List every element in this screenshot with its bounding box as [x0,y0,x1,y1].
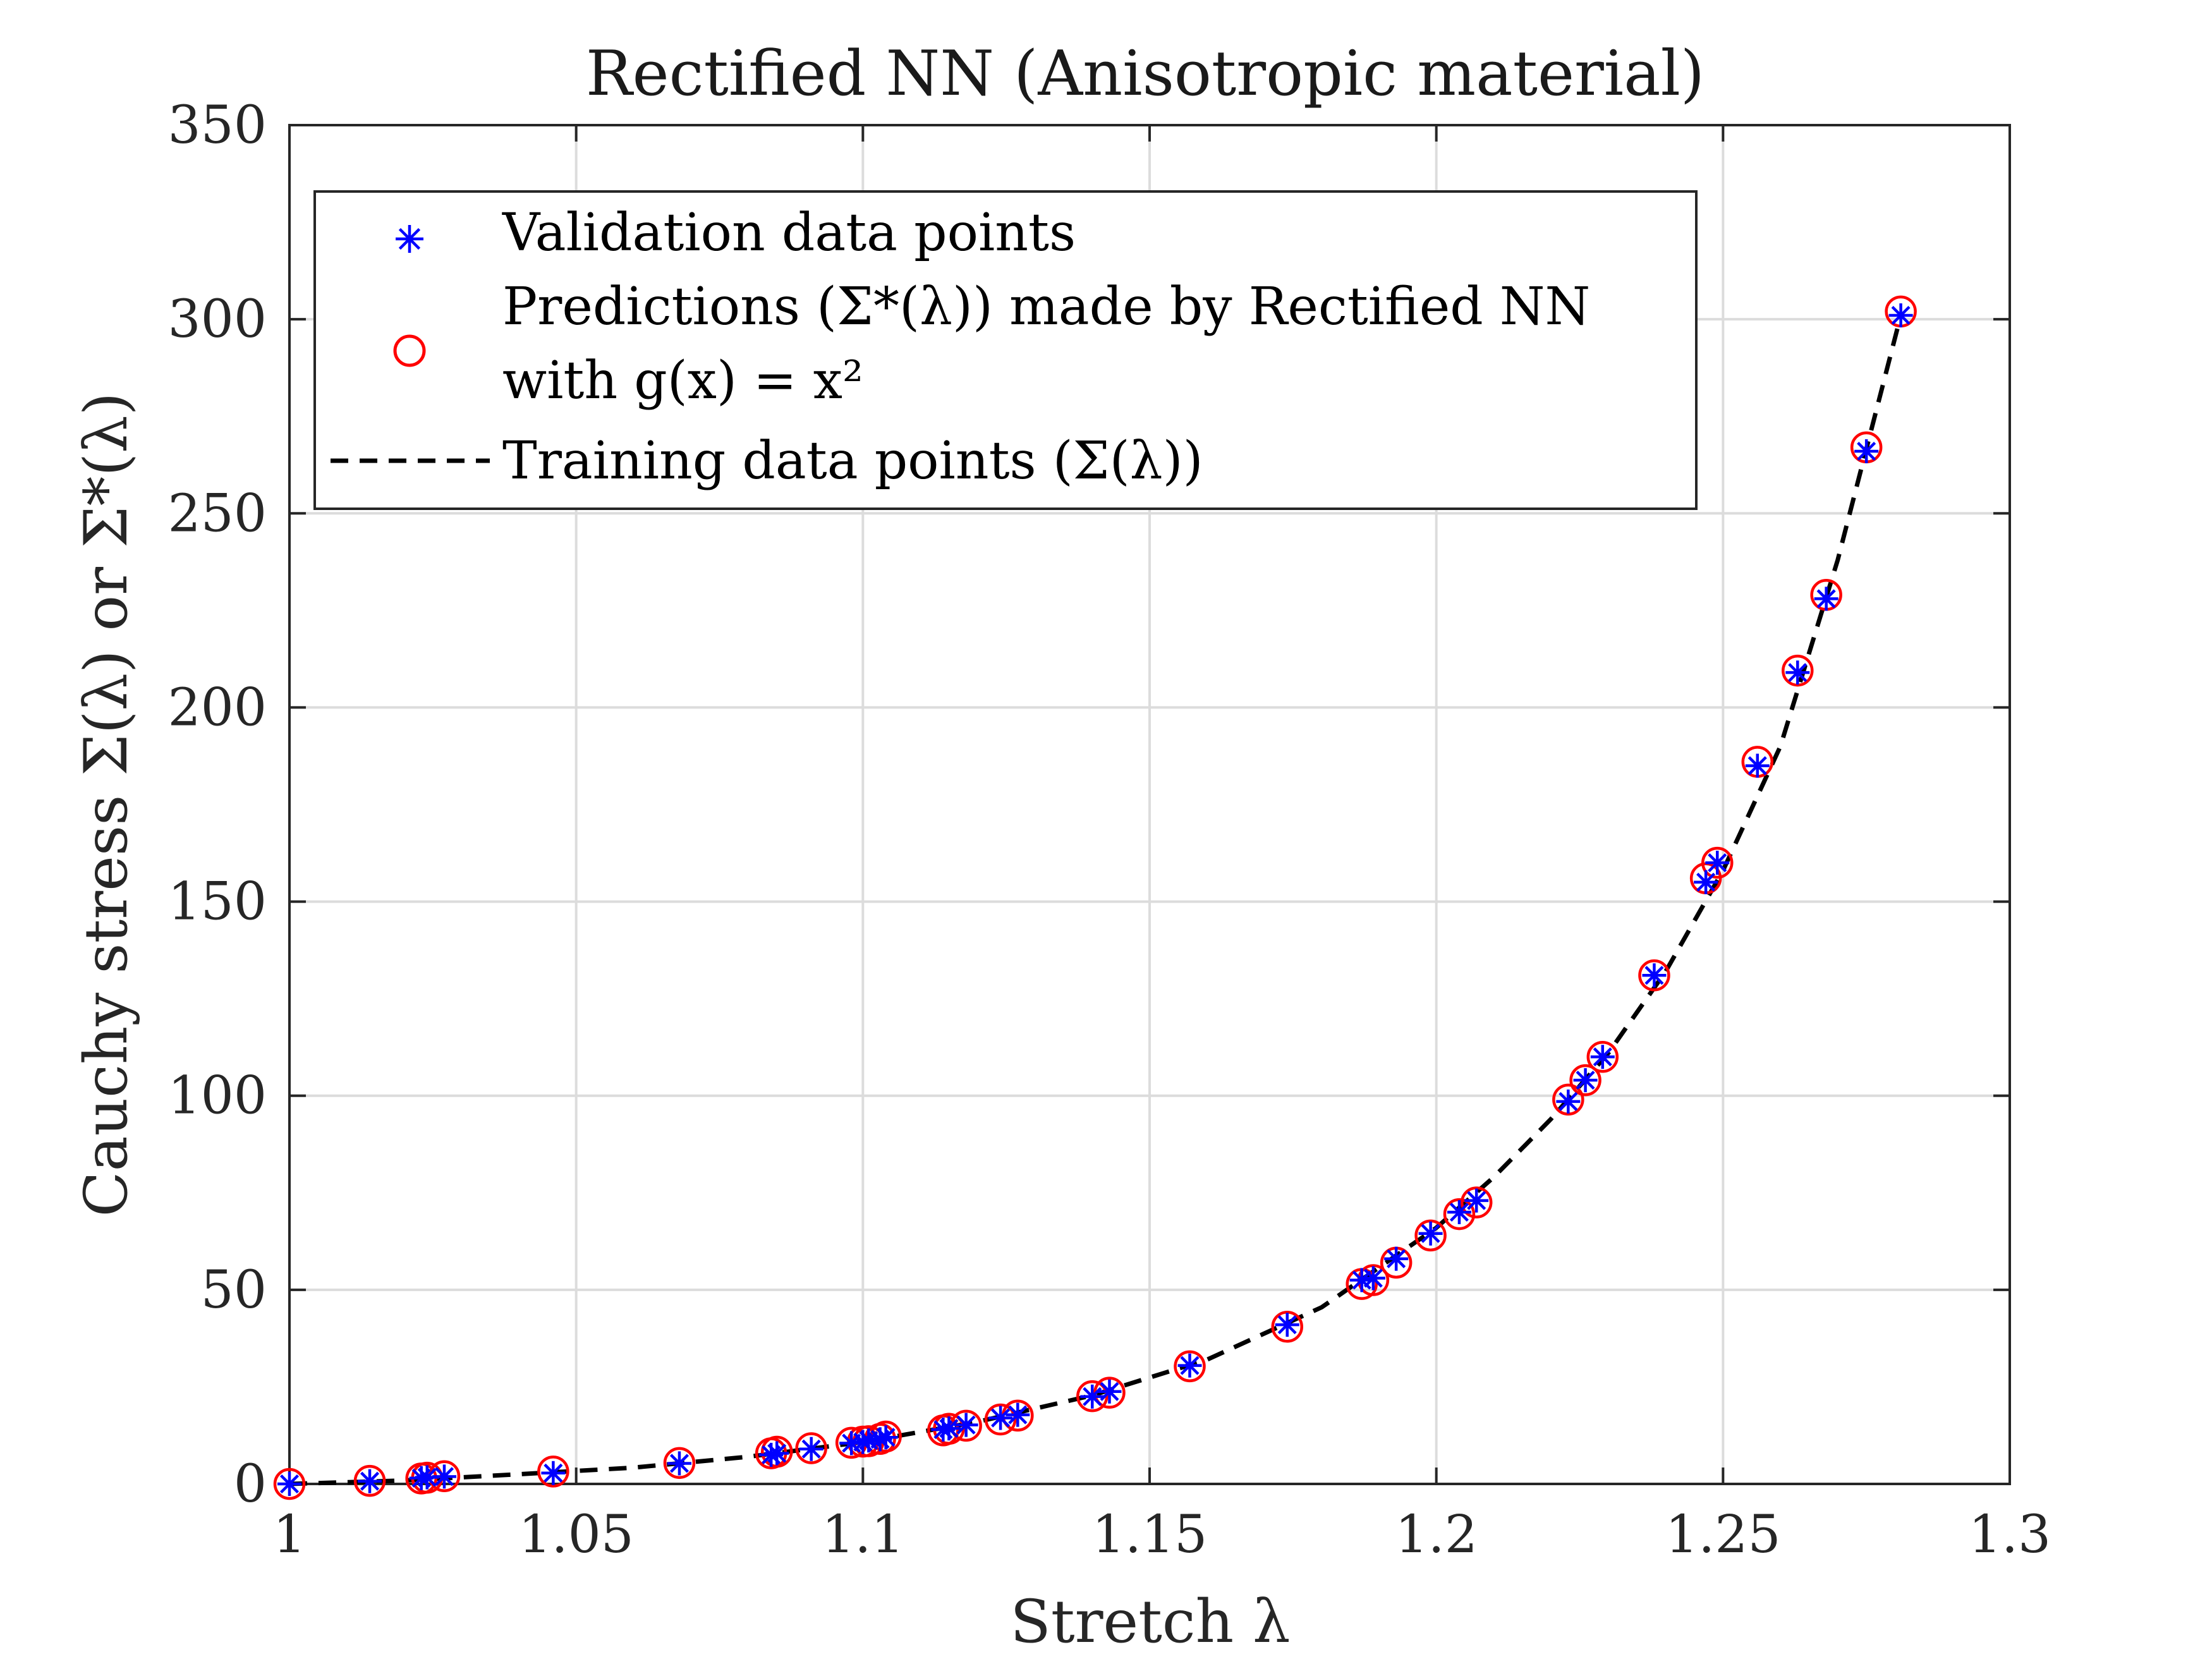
validation-point [432,1464,456,1489]
y-tick-label: 50 [201,1260,267,1320]
prediction-point [537,1455,569,1488]
validation-point [1464,1188,1489,1213]
validation-series [277,303,1913,1496]
prediction-point [1271,1310,1304,1343]
y-tick-label: 300 [167,289,267,349]
plot-area-frame [288,124,2011,1485]
prediction-point [1552,1083,1584,1116]
x-tick-label: 1.05 [518,1505,634,1565]
validation-point [541,1461,566,1485]
prediction-point [353,1464,386,1497]
ticks-layer: 1 1.05 1.1 1.15 1.2 1.25 1.3 0 50 100 150 200 250 300… [167,95,2051,1565]
y-tick-label: 350 [167,95,267,155]
validation-point [1854,439,1879,463]
prediction-point [760,1435,793,1468]
chart-title: Rectified NN (Anisotropic material) [586,38,1705,110]
validation-point [1694,870,1718,894]
prediction-point [1443,1198,1476,1231]
validation-point [1590,1045,1615,1069]
validation-point [1556,1089,1581,1114]
x-tick-label: 1 [273,1505,306,1565]
validation-point [1384,1246,1409,1271]
x-axis-label: Stretch λ [1010,1588,1290,1656]
legend-box [313,190,1698,510]
y-tick-label: 200 [167,678,267,738]
legend-prediction-label-line2: with g(x) = x² [502,351,863,411]
legend-training-label: Training data points (Σ(λ)) [502,431,1203,491]
prediction-point [1586,1041,1619,1073]
prediction-point [1460,1186,1493,1218]
validation-point [765,1441,789,1466]
validation-point [1888,303,1913,327]
validation-point [1785,660,1810,685]
validation-point [954,1413,978,1437]
validation-point [1705,851,1730,875]
prediction-point [1569,1064,1601,1097]
prediction-point [273,1468,306,1500]
validation-point [1275,1313,1299,1337]
y-tick-label: 100 [167,1066,267,1126]
x-tick-label: 1.2 [1395,1505,1477,1565]
validation-point [1006,1402,1030,1427]
validation-point [799,1437,823,1461]
legend: Validation data points Predictions (Σ*(λ… [313,190,1698,510]
y-tick-label: 150 [167,872,267,932]
validation-point [667,1451,691,1476]
validation-point [358,1469,382,1493]
training-curve [289,315,1903,1486]
validation-point [277,1472,301,1496]
legend-validation-asterisk [396,225,423,253]
prediction-point [1701,846,1734,879]
training-series [289,315,1903,1486]
prediction-point [663,1447,696,1480]
validation-point [1573,1068,1598,1093]
validation-point [988,1406,1013,1430]
legend-prediction-label-line1: Predictions (Σ*(λ)) made by Rectified NN [502,277,1590,337]
x-tick-label: 1.1 [822,1505,904,1565]
validation-point [1177,1353,1202,1378]
validation-point [1361,1266,1385,1291]
prediction-point [1174,1350,1206,1383]
validation-point [1080,1384,1105,1409]
x-tick-label: 1.15 [1092,1505,1208,1565]
y-tick-label: 0 [234,1454,267,1514]
validation-point [1418,1221,1443,1246]
x-tick-label: 1.25 [1665,1505,1781,1565]
validation-point [1097,1379,1122,1404]
validation-point [1642,963,1667,988]
legend-prediction-marker [393,334,426,367]
validation-point [873,1425,898,1450]
legend-validation-label: Validation data points [502,203,1076,263]
y-axis-label: Cauchy stress Σ(λ) or Σ*(λ) [72,392,141,1217]
x-tick-label: 1.3 [1969,1505,2051,1565]
prediction-point [795,1432,827,1464]
y-tick-label: 250 [167,483,267,544]
prediction-point [1638,959,1670,992]
validation-point [1814,586,1838,611]
legend-validation-marker [396,225,423,253]
prediction-point [1782,654,1814,687]
prediction-point [1414,1219,1447,1252]
validation-point [1745,753,1770,778]
validation-point [937,1416,961,1441]
validation-point [1447,1200,1471,1224]
